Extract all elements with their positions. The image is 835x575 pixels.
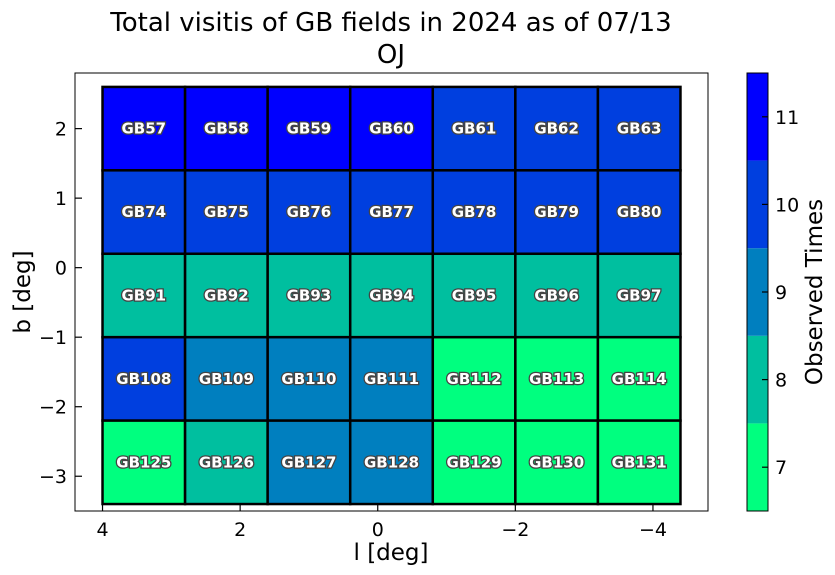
x-axis-label: l [deg] [354, 540, 429, 566]
colorbar-segment-11 [747, 73, 768, 161]
field-label-gb75: GB75 [204, 203, 249, 221]
field-label-gb126: GB126 [199, 453, 254, 471]
colorbar: 7 8 9 10 11 [746, 72, 799, 512]
field-label-gb61: GB61 [452, 120, 497, 138]
colorbar-tick-label: 8 [775, 370, 787, 392]
field-cell-gb130 [514, 419, 600, 506]
field-label-gb62: GB62 [534, 120, 579, 138]
field-cell-gb95 [431, 252, 517, 339]
field-label-gb127: GB127 [281, 453, 336, 471]
chart-subtitle: OJ [377, 40, 405, 70]
x-tick-label: 0 [372, 519, 384, 541]
field-label-gb130: GB130 [529, 453, 584, 471]
colorbar-segment-8 [747, 335, 768, 424]
field-label-gb131: GB131 [612, 453, 667, 471]
colorbar-segment-7 [747, 423, 768, 511]
y-tick-label: −1 [39, 327, 67, 349]
field-label-gb80: GB80 [617, 203, 662, 221]
field-label-gb128: GB128 [364, 453, 419, 471]
colorbar-segment-10 [747, 160, 768, 249]
field-label-gb94: GB94 [369, 286, 414, 304]
colorbar-tick-label: 10 [775, 194, 799, 216]
y-axis-ticks: 2 1 0 −1 −2 −3 [39, 119, 82, 488]
field-cell-gb79 [514, 169, 600, 256]
field-cell-gb112 [431, 335, 517, 422]
field-label-gb59: GB59 [287, 120, 332, 138]
field-cell-gb97 [596, 252, 682, 339]
field-labels: GB57 GB58 GB59 GB60 GB61 GB62 GB63 GB74 GB75 GB76… [115, 118, 668, 472]
x-tick-label: 4 [96, 519, 108, 541]
field-label-gb109: GB109 [199, 370, 254, 388]
field-cell-gb91 [101, 252, 187, 339]
colorbar-tick-label: 11 [775, 107, 799, 129]
colorbar-tick-label: 7 [775, 457, 787, 479]
field-label-gb113: GB113 [529, 370, 584, 388]
y-tick-label: 0 [55, 258, 67, 280]
x-tick-label: 2 [234, 519, 246, 541]
field-cell-gb63 [596, 85, 682, 172]
field-label-gb95: GB95 [452, 286, 497, 304]
y-tick-label: −2 [39, 397, 67, 419]
field-cell-gb75 [183, 169, 269, 256]
field-cell-gb57 [101, 85, 187, 172]
field-cell-gb108 [101, 335, 187, 422]
field-label-gb60: GB60 [369, 120, 414, 138]
field-label-gb79: GB79 [534, 203, 579, 221]
field-cell-gb77 [348, 169, 435, 256]
field-cell-gb131 [596, 419, 682, 506]
x-axis-ticks: 4 2 0 −2 −4 [96, 504, 667, 541]
field-label-gb92: GB92 [204, 286, 249, 304]
field-cell-gb126 [183, 419, 269, 506]
field-label-gb58: GB58 [204, 120, 249, 138]
y-tick-label: 2 [55, 119, 67, 141]
colorbar-label: Observed Times [802, 199, 828, 385]
colorbar-tick-label: 9 [775, 282, 787, 304]
y-tick-label: −3 [39, 466, 67, 488]
field-cell-gb92 [183, 252, 269, 339]
field-label-gb57: GB57 [121, 120, 166, 138]
y-tick-label: 1 [55, 188, 67, 210]
field-label-gb93: GB93 [287, 286, 332, 304]
field-label-gb129: GB129 [447, 453, 502, 471]
field-label-gb63: GB63 [617, 120, 662, 138]
colorbar-segment-9 [747, 248, 768, 336]
field-label-gb76: GB76 [287, 203, 332, 221]
field-label-gb74: GB74 [121, 203, 166, 221]
chart-title: Total visitis of GB fields in 2024 as of… [109, 8, 671, 38]
field-cell-gb96 [514, 252, 600, 339]
field-label-gb78: GB78 [452, 203, 497, 221]
field-cell-gb61 [431, 85, 517, 172]
field-label-gb114: GB114 [612, 370, 667, 388]
y-axis-label: b [deg] [10, 250, 36, 333]
field-label-gb108: GB108 [116, 370, 171, 388]
field-label-gb77: GB77 [369, 203, 414, 221]
field-label-gb97: GB97 [617, 286, 662, 304]
field-cell-gb94 [348, 252, 435, 339]
field-label-gb111: GB111 [364, 370, 419, 388]
field-cells [101, 85, 682, 506]
x-tick-label: −2 [501, 519, 529, 541]
field-label-gb96: GB96 [534, 286, 579, 304]
field-label-gb112: GB112 [447, 370, 502, 388]
field-cell-gb114 [596, 335, 682, 422]
field-cell-gb129 [431, 419, 517, 506]
field-label-gb110: GB110 [281, 370, 336, 388]
x-tick-label: −4 [639, 519, 667, 541]
field-label-gb91: GB91 [121, 286, 166, 304]
field-label-gb125: GB125 [116, 453, 171, 471]
